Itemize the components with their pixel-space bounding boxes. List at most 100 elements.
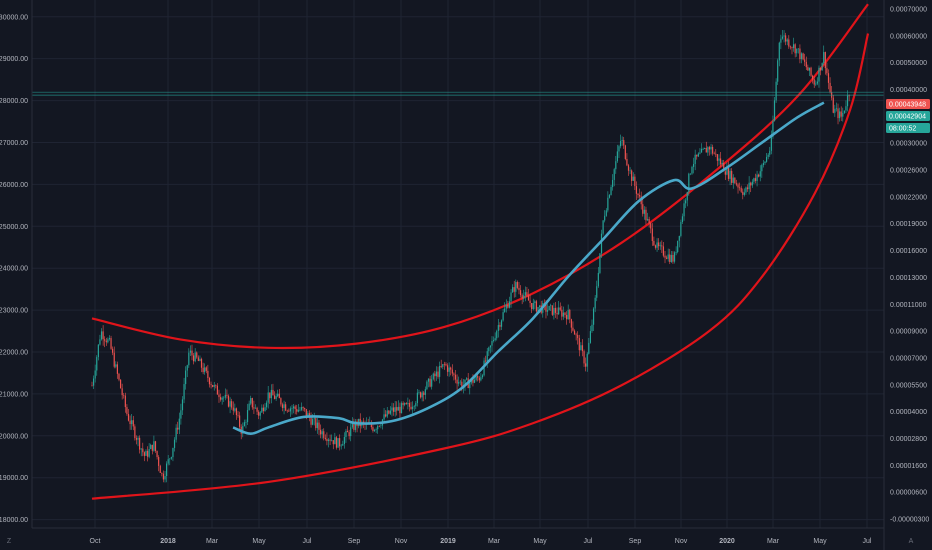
candle-body <box>277 393 279 397</box>
candle-body <box>215 385 217 386</box>
candle-body <box>345 430 347 438</box>
candle-body <box>767 154 769 157</box>
candle-body <box>627 165 630 171</box>
candle-body <box>289 408 292 412</box>
channel-lines <box>91 3 870 500</box>
candle-body <box>151 444 153 451</box>
time-label: Mar <box>206 538 219 545</box>
candle-body <box>343 437 345 445</box>
candle-body <box>231 401 233 408</box>
right-price-scale[interactable]: 0.00070000 0.00060000 0.00050000 0.00040000… <box>883 0 930 550</box>
candle-body <box>350 427 352 437</box>
candle-body <box>427 378 430 382</box>
candle-body <box>150 444 152 449</box>
candle-body <box>405 403 407 404</box>
candle-body <box>110 338 112 349</box>
candle-body <box>481 375 484 378</box>
left-price-label: 27000.00 <box>0 140 28 147</box>
right-price-label: 0.00011000 <box>890 302 927 309</box>
candle-body <box>658 242 660 247</box>
candle-body <box>758 174 760 177</box>
candle-body <box>659 245 661 247</box>
candle-body <box>172 447 174 458</box>
candle-body <box>607 197 609 211</box>
candle-body <box>243 422 245 427</box>
candle-body <box>97 344 99 358</box>
candle-body <box>585 363 587 367</box>
candle-body <box>485 360 487 362</box>
candle-body <box>129 420 131 425</box>
candle-body <box>507 304 509 308</box>
time-scale[interactable]: Oct 2018 Mar May Jul Sep Nov 2019 Mar May Jul Sep No… <box>32 527 884 545</box>
candle-body <box>770 136 772 151</box>
candle-body <box>237 415 239 416</box>
candle-body <box>219 397 222 400</box>
candle-body <box>527 295 530 301</box>
candle-body <box>256 407 258 412</box>
candle-body <box>321 431 323 435</box>
candle-body <box>119 379 122 389</box>
candle-body <box>107 339 109 343</box>
candle-body <box>142 448 144 453</box>
candle-body <box>180 410 182 419</box>
left-price-scale[interactable]: 18000.00 19000.00 20000.00 21000.00 22000.00… <box>0 0 33 528</box>
candle-body <box>648 219 650 224</box>
candle-body <box>807 67 809 71</box>
candle-body <box>497 325 499 332</box>
candle-body <box>200 358 203 368</box>
candle-body <box>548 305 550 311</box>
candle-body <box>454 374 457 380</box>
candle-body <box>626 158 628 166</box>
candle-body <box>848 95 850 97</box>
candle-body <box>326 438 328 442</box>
right-price-label: 0.00070000 <box>890 7 927 14</box>
candle-body <box>826 68 828 74</box>
candle-body <box>408 403 411 407</box>
candle-body <box>843 110 845 113</box>
candle-body <box>92 378 95 386</box>
price-tag-label: 0.00043948 <box>889 102 926 109</box>
candle-body <box>259 412 261 416</box>
candle-body <box>102 331 104 340</box>
price-tag-label: 0.00042904 <box>889 114 926 121</box>
candle-body <box>415 403 417 407</box>
candle-body <box>299 409 301 411</box>
candle-body <box>281 404 284 408</box>
candle-body <box>205 367 207 371</box>
candle-body <box>621 140 623 142</box>
candle-body <box>280 398 282 405</box>
candle-body <box>824 52 826 69</box>
candle-body <box>212 385 214 387</box>
candle-body <box>115 364 117 367</box>
candle-body <box>489 345 492 348</box>
candle-body <box>272 389 274 396</box>
auto-scale-toggle-button[interactable]: A <box>908 538 914 545</box>
right-price-label: 0.00001600 <box>890 463 927 470</box>
candle-body <box>254 407 257 409</box>
candle-body <box>370 423 372 428</box>
candle-body <box>656 242 658 248</box>
candle-body <box>762 163 765 166</box>
candle-body <box>480 377 482 381</box>
candle-body <box>716 154 718 161</box>
candle-body <box>207 370 209 379</box>
candle-body <box>707 147 709 153</box>
candle-body <box>688 173 690 193</box>
candle-body <box>513 287 515 292</box>
candle-body <box>777 60 779 82</box>
candle-body <box>283 404 285 408</box>
candle-body <box>491 340 493 346</box>
time-label: 2020 <box>719 538 735 545</box>
candle-body <box>500 320 503 327</box>
candle-body <box>697 153 699 157</box>
candle-body <box>661 245 663 247</box>
candle-body <box>397 406 399 411</box>
candle-body <box>589 331 592 343</box>
log-scale-toggle-button[interactable]: Z <box>6 538 12 545</box>
candle-body <box>312 419 314 425</box>
candle-body <box>631 170 633 181</box>
candle-body <box>588 342 590 354</box>
candle-body <box>456 379 458 384</box>
